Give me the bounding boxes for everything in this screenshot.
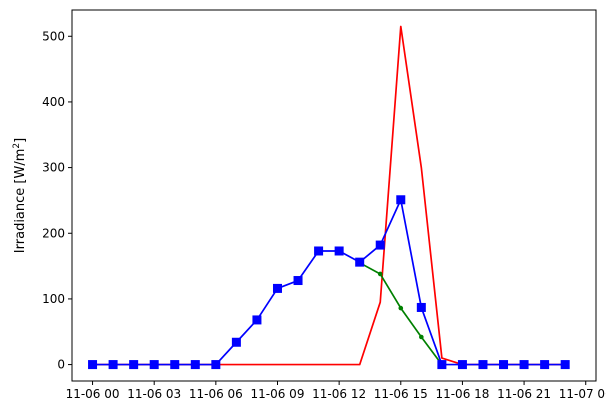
y-axis: 0 100 200 300 400 500	[42, 29, 72, 372]
series-2-point	[170, 360, 180, 370]
series-2-point	[478, 360, 488, 370]
series-2-line	[92, 198, 566, 366]
y-tick-label: 400	[42, 95, 65, 109]
series-2-point	[355, 257, 365, 267]
series-2-point	[519, 360, 529, 370]
series-2-point	[396, 195, 406, 205]
series-0-line	[92, 25, 566, 366]
y-axis-label-suffix: ]	[13, 138, 28, 143]
x-tick-label: 11-06 12	[312, 387, 366, 401]
x-tick-label: 11-06 09	[251, 387, 305, 401]
series-2-point	[149, 360, 159, 370]
series-2-point	[314, 246, 324, 256]
x-tick-label: 11-06 00	[66, 387, 120, 401]
series-1	[357, 260, 445, 367]
series-1-line	[359, 262, 443, 366]
series-2-point	[560, 360, 570, 370]
x-tick-label: 11-06 06	[189, 387, 243, 401]
y-tick-label: 100	[42, 292, 65, 306]
series-2-point	[211, 360, 221, 370]
series-1-point	[398, 305, 404, 311]
y-tick-label: 500	[42, 29, 65, 43]
y-axis-label-text: Irradiance [W/m	[13, 149, 28, 254]
series-2-point	[129, 360, 139, 370]
series-1-point	[377, 271, 383, 277]
series-2	[88, 195, 570, 370]
series-2-point	[272, 283, 282, 293]
x-tick-label: 11-07 00	[559, 387, 606, 401]
series-2-point	[252, 315, 262, 325]
y-tick-label: 0	[57, 358, 65, 372]
series-2-point	[190, 360, 200, 370]
series-2-point	[231, 337, 241, 347]
x-tick-label: 11-06 18	[435, 387, 489, 401]
series-2-point	[457, 360, 467, 370]
series-2-point	[540, 360, 550, 370]
series-2-point	[499, 360, 509, 370]
series-2-point	[437, 360, 447, 370]
y-tick-label: 300	[42, 161, 65, 175]
x-tick-label: 11-06 21	[497, 387, 551, 401]
series-2-point	[375, 240, 385, 250]
series-0	[92, 25, 566, 366]
series-1-point	[419, 334, 424, 340]
x-tick-label: 11-06 03	[127, 387, 181, 401]
y-tick-label: 200	[42, 226, 65, 240]
series-2-point	[293, 276, 303, 286]
series-2-point	[334, 246, 344, 256]
x-tick-label: 11-06 15	[374, 387, 428, 401]
x-axis: 11-06 00 11-06 03 11-06 06 11-06 09 11-06 12…	[66, 381, 606, 401]
y-axis-label: Irradiance [W/m2]	[12, 138, 28, 253]
series-2-point	[416, 302, 426, 312]
y-axis-label-superscript: 2	[12, 143, 22, 149]
plot-frame	[71, 9, 597, 382]
series-2-point	[88, 360, 98, 370]
series-layer	[88, 25, 570, 370]
series-2-point	[108, 360, 118, 370]
